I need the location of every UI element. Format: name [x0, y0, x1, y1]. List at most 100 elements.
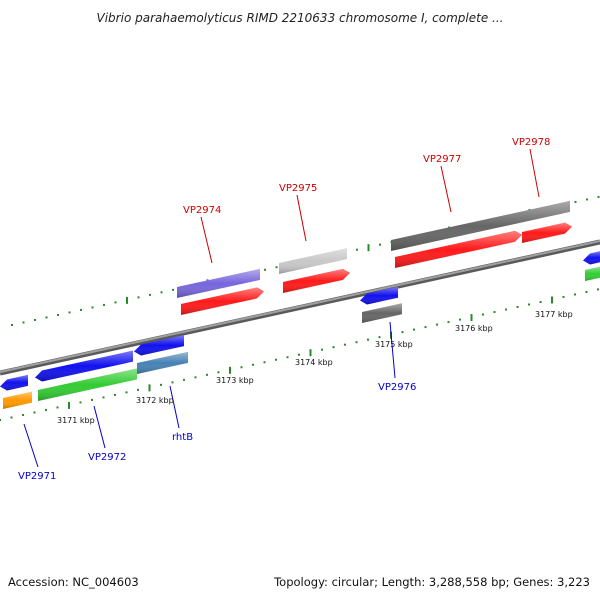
track-tick: [574, 293, 576, 296]
track-tick: [240, 366, 243, 369]
gene-edge-upper[interactable]: [583, 251, 600, 265]
gene-vp2978[interactable]: [522, 222, 572, 243]
kbp-label-3175: 3175 kbp: [375, 340, 413, 349]
track-tick: [424, 326, 427, 329]
track-tick: [148, 384, 151, 392]
track-tick: [516, 306, 519, 309]
track-tick: [125, 391, 128, 394]
track-tick: [194, 376, 197, 379]
gene-vp2975-upper[interactable]: [279, 248, 347, 274]
gene-label-rhtb[interactable]: rhtB: [172, 432, 193, 443]
track-tick: [103, 303, 105, 306]
kbp-label-3171: 3171 kbp: [57, 416, 95, 425]
gene-vp2977[interactable]: [395, 230, 522, 268]
track-tick: [562, 295, 565, 298]
track-tick: [309, 349, 312, 357]
track-tick: [321, 348, 323, 351]
track-tick: [275, 266, 278, 269]
track-tick: [206, 373, 208, 376]
track-tick: [160, 383, 162, 386]
gene-label-vp2974[interactable]: VP2974: [183, 205, 221, 216]
leader-line: [93, 405, 106, 449]
track-tick: [298, 353, 300, 356]
gene-vp2976-upper[interactable]: [360, 286, 398, 305]
gene-vp2974-upper[interactable]: [177, 268, 260, 298]
track-tick: [356, 248, 358, 251]
gene-label-vp2975[interactable]: VP2975: [279, 183, 317, 194]
track-tick: [367, 338, 369, 341]
chromosome-backbone: [0, 239, 600, 376]
gene-vp2977-upper[interactable]: [391, 200, 570, 251]
label-leader-lines: [23, 148, 540, 468]
gene-label-vp2971[interactable]: VP2971: [18, 471, 56, 482]
track-tick: [80, 308, 82, 311]
track-tick: [597, 288, 599, 291]
track-tick: [45, 316, 48, 319]
kbp-label-3173: 3173 kbp: [216, 376, 254, 385]
genome-summary-text: Topology: circular; Length: 3,288,558 bp…: [273, 575, 590, 589]
gene-labels: VP2974 VP2975 VP2977 VP2978 VP2976 VP297…: [18, 137, 550, 482]
track-tick: [34, 318, 36, 321]
track-tick: [586, 198, 588, 201]
gene-label-vp2972[interactable]: VP2972: [88, 452, 126, 463]
kbp-label-3176: 3176 kbp: [455, 324, 493, 333]
track-tick: [275, 358, 277, 361]
track-tick: [102, 396, 105, 399]
gene-vp2972-upper[interactable]: [35, 350, 133, 382]
leader-line: [200, 216, 213, 264]
track-tick: [378, 336, 381, 339]
track-tick: [585, 290, 588, 293]
track-tick: [137, 296, 140, 299]
kbp-label-3177: 3177 kbp: [535, 310, 573, 319]
track-tick: [493, 311, 496, 314]
gene-rhtb[interactable]: [137, 351, 188, 374]
track-tick: [436, 323, 438, 326]
gene-vp2971-upper[interactable]: [0, 374, 28, 391]
gene-vp2976[interactable]: [362, 303, 402, 323]
track-tick: [22, 321, 25, 324]
gene-edge[interactable]: [585, 266, 600, 281]
track-tick: [379, 243, 381, 246]
leader-line: [23, 423, 39, 468]
track-tick: [114, 393, 116, 396]
track-tick: [171, 381, 174, 384]
track-tick: [263, 361, 266, 364]
track-tick: [114, 301, 117, 304]
track-tick: [79, 401, 82, 404]
track-tick: [22, 413, 24, 416]
leader-line: [389, 321, 396, 379]
track-tick: [149, 293, 151, 296]
track-tick: [160, 291, 163, 294]
track-tick: [11, 324, 13, 326]
track-tick: [528, 303, 530, 306]
gene-rhtb-upper[interactable]: [134, 335, 184, 356]
track-tick: [597, 195, 600, 198]
track-tick: [126, 296, 128, 304]
track-tick: [57, 313, 59, 316]
gene-vp2972[interactable]: [38, 368, 137, 401]
track-tick: [539, 300, 542, 303]
track-tick: [355, 341, 358, 344]
gene-features: [0, 200, 600, 409]
track-tick: [264, 268, 266, 271]
leader-line: [440, 165, 452, 213]
gene-label-vp2977[interactable]: VP2977: [423, 154, 461, 165]
gene-label-vp2978[interactable]: VP2978: [512, 137, 550, 148]
track-tick: [252, 363, 254, 366]
track-tick: [401, 331, 404, 334]
map-title: Vibrio parahaemolyticus RIMD 2210633 chr…: [97, 11, 504, 25]
gene-vp2975[interactable]: [283, 268, 350, 293]
gene-label-vp2976[interactable]: VP2976: [378, 382, 416, 393]
track-tick: [551, 296, 553, 304]
gene-vp2974[interactable]: [181, 287, 264, 315]
track-tick: [68, 311, 71, 314]
track-tick: [286, 356, 289, 359]
track-tick: [332, 346, 335, 349]
kbp-label-3174: 3174 kbp: [295, 358, 333, 367]
track-tick: [367, 244, 370, 252]
kbp-scale-labels: 3171 kbp 3172 kbp 3173 kbp 3174 kbp 3175…: [57, 310, 573, 425]
track-tick: [413, 328, 415, 331]
track-tick: [33, 411, 36, 414]
gene-vp2971[interactable]: [3, 391, 32, 409]
